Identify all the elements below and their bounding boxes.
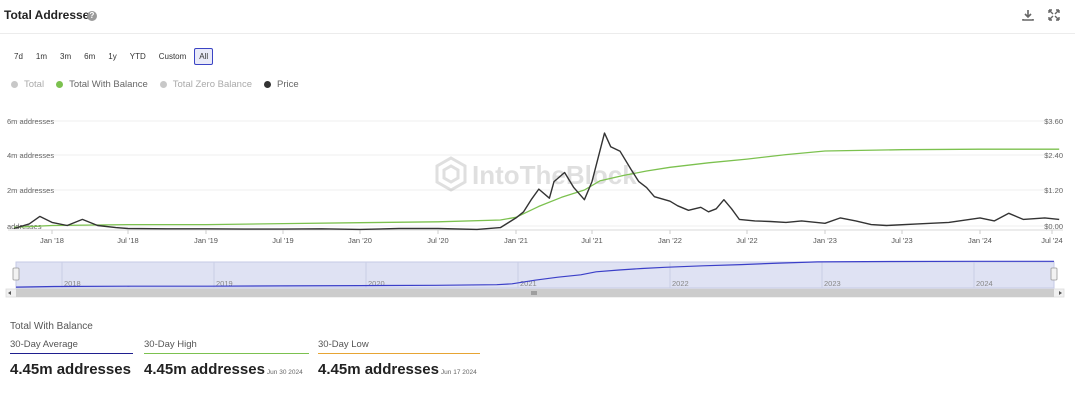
stat-value: 4.45m addresses [318, 361, 439, 378]
x-tick-label: Jan '24 [968, 236, 992, 245]
page-title: Total Addresses [4, 8, 97, 22]
legend-label: Price [276, 79, 299, 90]
range-selector: 7d 1m 3m 6m 1y YTD Custom All [9, 48, 214, 65]
y-tick-label-right: $1.20 [1044, 186, 1063, 195]
series-line-price [13, 132, 1060, 231]
scroll-left-arrow-icon [8, 291, 11, 295]
legend-label: Total [24, 79, 45, 90]
legend-item-total-zero-balance[interactable]: Total Zero Balance [159, 79, 252, 90]
y-tick-label-right: $3.60 [1044, 117, 1063, 126]
stat-label: 30-Day Average [10, 339, 133, 354]
navigator-right-handle[interactable] [1050, 267, 1058, 281]
stats-title: Total With Balance [10, 321, 93, 332]
scrollbar[interactable] [5, 288, 1065, 298]
chart-legend: Total Total With Balance Total Zero Balanc… [11, 79, 299, 90]
navigator-left-handle[interactable] [12, 267, 20, 281]
stat-30-day-average: 30-Day Average 4.45m addresses [10, 339, 133, 378]
stat-30-day-high: 30-Day High 4.45m addresses Jun 30 2024 [144, 339, 309, 378]
stats-panel: Total With Balance 30-Day Average 4.45m a… [10, 321, 480, 378]
y-tick-label-right: $0.00 [1044, 222, 1063, 231]
x-tick-label: Jul '24 [1041, 236, 1062, 245]
x-tick-label: Jul '18 [117, 236, 138, 245]
y-tick-label-left: 6m addresses [7, 117, 54, 126]
help-icon[interactable]: ? [87, 11, 97, 21]
navigator-series-line [15, 260, 1054, 288]
stat-value: 4.45m addresses [10, 361, 131, 378]
watermark-text: IntoTheBlock [472, 160, 637, 190]
watermark: IntoTheBlock [435, 156, 637, 192]
x-tick-label: Jan '21 [504, 236, 528, 245]
expand-icon[interactable] [1047, 8, 1061, 22]
range-button-7d[interactable]: 7d [14, 52, 23, 61]
legend-label: Total With Balance [69, 79, 148, 90]
x-tick-label: Jul '20 [427, 236, 448, 245]
watermark-logo-icon [435, 156, 467, 192]
range-button-all[interactable]: All [194, 48, 214, 65]
stat-label: 30-Day Low [318, 339, 480, 354]
navigator-tick-label: 2021 [520, 279, 537, 288]
x-tick-label: Jul '22 [736, 236, 757, 245]
navigator-tick-label: 2022 [672, 279, 689, 288]
range-button-custom[interactable]: Custom [158, 52, 187, 61]
series-line-total-with-balance [13, 148, 1060, 228]
navigator-selection [15, 261, 1055, 289]
y-tick-label-right: $2.40 [1044, 151, 1063, 160]
legend-label: Total Zero Balance [172, 79, 252, 90]
x-tick-label: Jul '19 [272, 236, 293, 245]
navigator-tick-label: 2023 [824, 279, 841, 288]
legend-dot-icon [56, 81, 64, 88]
legend-item-price[interactable]: Price [263, 79, 299, 90]
range-button-ytd[interactable]: YTD [129, 52, 146, 61]
legend-dot-icon [159, 81, 167, 88]
stat-date: Jun 30 2024 [266, 369, 303, 376]
scrollbar-grip-icon [531, 291, 537, 295]
range-button-1m[interactable]: 1m [35, 52, 48, 61]
y-tick-label-left: 2m addresses [7, 186, 54, 195]
x-tick-label: Jan '23 [813, 236, 837, 245]
navigator-tick-label: 2020 [368, 279, 385, 288]
navigator-tick-label: 2018 [64, 279, 81, 288]
x-tick-label: Jan '22 [658, 236, 682, 245]
x-tick-label: Jan '18 [40, 236, 64, 245]
x-tick-label: Jul '23 [891, 236, 912, 245]
scrollbar-thumb [16, 289, 1054, 297]
scroll-right-arrow-icon [1059, 291, 1062, 295]
line-chart: IntoTheBlock 6m addresses 4m addresses 2m a… [5, 117, 1065, 298]
range-button-6m[interactable]: 6m [84, 52, 96, 61]
y-tick-label-left: 4m addresses [7, 151, 54, 160]
legend-dot-icon [263, 81, 271, 88]
navigator: 2018 2019 2020 2021 2022 2023 2024 [12, 260, 1058, 289]
legend-dot-icon [11, 81, 18, 88]
legend-item-total-with-balance[interactable]: Total With Balance [56, 79, 148, 90]
stat-30-day-low: 30-Day Low 4.45m addresses Jun 17 2024 [318, 339, 480, 378]
x-tick-label: Jan '19 [194, 236, 218, 245]
range-button-3m[interactable]: 3m [60, 52, 72, 61]
stat-label: 30-Day High [144, 339, 309, 354]
download-icon[interactable] [1021, 8, 1035, 22]
navigator-tick-label: 2024 [976, 279, 993, 288]
navigator-tick-label: 2019 [216, 279, 233, 288]
x-tick-label: Jul '21 [581, 236, 602, 245]
legend-item-total[interactable]: Total [11, 79, 44, 90]
x-tick-label: Jan '20 [348, 236, 372, 245]
range-button-1y[interactable]: 1y [108, 52, 117, 61]
stat-value: 4.45m addresses [144, 361, 265, 378]
chart-header: Total Addresses ? [0, 0, 1075, 34]
stat-date: Jun 17 2024 [440, 369, 477, 376]
